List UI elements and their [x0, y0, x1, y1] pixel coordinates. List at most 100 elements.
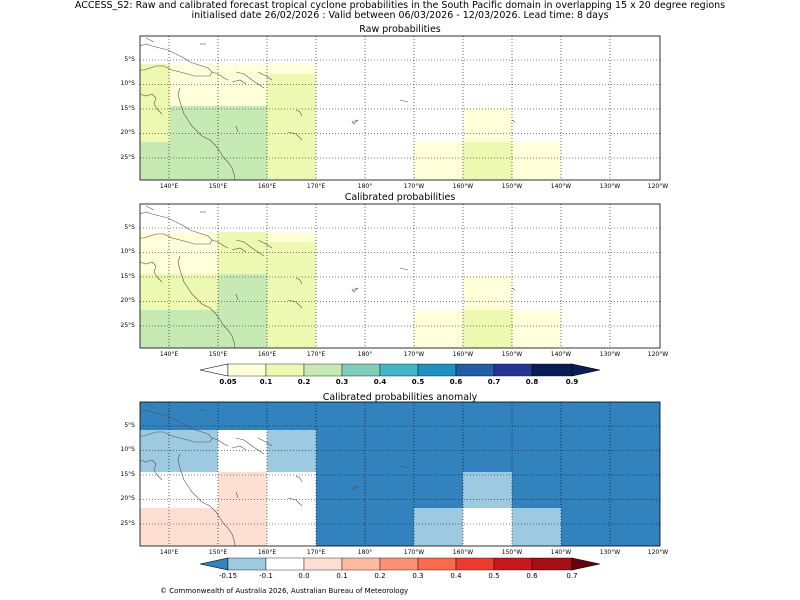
lon-label: 160°E	[257, 549, 277, 556]
lat-label: 20°S	[120, 297, 135, 304]
anom-colorbar-label: 0.7	[566, 572, 578, 580]
prob-colorbar-label: 0.3	[335, 378, 349, 386]
prob-region	[140, 84, 170, 142]
lat-label: 15°S	[120, 471, 135, 478]
lon-label: 180°	[357, 549, 373, 556]
lat-label: 10°S	[120, 80, 135, 87]
map-panel-raw	[139, 35, 661, 181]
lon-label: 160°W	[452, 351, 474, 358]
anom-colorbar-label: 0.2	[374, 572, 386, 580]
anomaly-region	[140, 430, 218, 472]
anomaly-region	[267, 472, 316, 546]
lon-label: 150°W	[501, 549, 523, 556]
lon-label: 170°E	[306, 183, 326, 190]
anom-colorbar-label: -0.15	[218, 572, 238, 580]
panel-title-raw: Raw probabilities	[359, 24, 441, 35]
prob-region	[140, 310, 218, 348]
lat-label: 25°S	[120, 154, 135, 161]
lat-label: 5°S	[124, 422, 135, 429]
anomaly-region	[218, 430, 267, 472]
anom-colorbar	[199, 557, 601, 571]
lon-label: 150°E	[208, 183, 228, 190]
map-panel-anomaly	[139, 401, 661, 547]
lon-label: 130°W	[599, 183, 621, 190]
lon-label: 140°E	[159, 351, 179, 358]
prob-colorbar-label: 0.1	[259, 378, 273, 386]
prob-region	[140, 142, 170, 180]
anomaly-region	[267, 430, 316, 472]
lon-label: 170°W	[403, 183, 425, 190]
anomaly-region	[414, 508, 463, 546]
lon-label: 160°W	[452, 183, 474, 190]
lon-label: 140°E	[159, 549, 179, 556]
panel-title-anomaly: Calibrated probabilities anomaly	[322, 392, 478, 403]
anom-colorbar-label: 0.3	[412, 572, 424, 580]
lon-label: 160°E	[257, 351, 277, 358]
prob-colorbar-label: 0.05	[219, 378, 237, 386]
anom-colorbar-label: 0.0	[298, 572, 310, 580]
lon-label: 180°	[357, 351, 373, 358]
lon-label: 180°	[357, 183, 373, 190]
lon-label: 120°W	[647, 183, 669, 190]
prob-colorbar-label: 0.4	[373, 378, 387, 386]
figure-title-line1: ACCESS_S2: Raw and calibrated forecast t…	[74, 0, 726, 11]
prob-colorbar	[199, 363, 601, 377]
lon-label: 150°E	[208, 351, 228, 358]
copyright-notice: © Commonwealth of Australia 2026, Austra…	[160, 587, 409, 595]
lon-label: 170°W	[403, 549, 425, 556]
lon-label: 150°E	[208, 549, 228, 556]
lon-label: 130°W	[599, 351, 621, 358]
prob-region	[218, 274, 267, 348]
lat-label: 15°S	[120, 273, 135, 280]
lon-label: 160°W	[452, 549, 474, 556]
prob-colorbar-label: 0.5	[411, 378, 425, 386]
lat-label: 5°S	[124, 56, 135, 63]
prob-colorbar-label: 0.9	[565, 378, 579, 386]
lon-label: 130°W	[599, 549, 621, 556]
prob-colorbar-label: 0.8	[525, 378, 539, 386]
prob-region	[463, 310, 512, 348]
lon-label: 140°E	[159, 183, 179, 190]
map-panel-calibrated	[139, 203, 661, 349]
prob-region	[463, 142, 512, 180]
lon-label: 170°W	[403, 351, 425, 358]
lon-label: 150°W	[501, 183, 523, 190]
lat-label: 10°S	[120, 446, 135, 453]
lon-label: 160°E	[257, 183, 277, 190]
lon-label: 150°W	[501, 351, 523, 358]
lon-label: 120°W	[647, 351, 669, 358]
lon-label: 140°W	[550, 183, 572, 190]
prob-colorbar-label: 0.6	[449, 378, 463, 386]
prob-region	[267, 242, 316, 348]
lon-label: 170°E	[306, 549, 326, 556]
panel-title-calibrated: Calibrated probabilities	[344, 192, 456, 203]
anom-colorbar-label: -0.1	[259, 572, 273, 580]
lat-label: 25°S	[120, 322, 135, 329]
lat-label: 20°S	[120, 495, 135, 502]
anomaly-region	[463, 472, 512, 508]
lon-label: 140°W	[550, 351, 572, 358]
prob-colorbar-label: 0.7	[487, 378, 501, 386]
anom-colorbar-label: 0.4	[450, 572, 462, 580]
anom-colorbar-label: 0.6	[526, 572, 538, 580]
prob-region	[267, 74, 316, 180]
anomaly-region	[218, 472, 267, 546]
lat-label: 5°S	[124, 224, 135, 231]
lon-label: 140°W	[550, 549, 572, 556]
anomaly-region	[463, 508, 512, 546]
lon-label: 170°E	[306, 351, 326, 358]
prob-region	[170, 106, 267, 180]
lat-label: 15°S	[120, 105, 135, 112]
anom-colorbar-label: 0.5	[488, 572, 500, 580]
figure-title-line2: initialised date 26/02/2026 : Valid betw…	[191, 10, 609, 21]
lat-label: 20°S	[120, 129, 135, 136]
anomaly-region	[140, 472, 218, 508]
anomaly-region	[512, 508, 561, 546]
anom-colorbar-label: 0.1	[336, 572, 348, 580]
lat-label: 25°S	[120, 520, 135, 527]
prob-colorbar-label: 0.2	[297, 378, 311, 386]
prob-region	[140, 274, 218, 310]
lon-label: 120°W	[647, 549, 669, 556]
lat-label: 10°S	[120, 248, 135, 255]
